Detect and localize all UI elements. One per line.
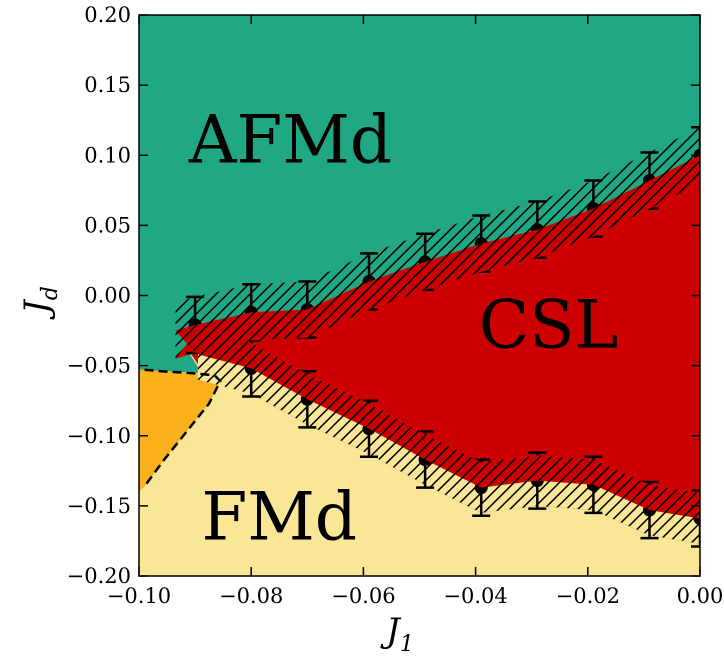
csl-core <box>175 183 700 494</box>
ticks <box>138 14 701 577</box>
y-tick-label: 0.10 <box>84 143 131 167</box>
region-label-fmd: FMd <box>201 479 357 556</box>
afmd-region <box>139 15 700 374</box>
x-axis-label-base: J <box>380 611 402 651</box>
lower-band-red-half-hatch <box>197 329 700 519</box>
y-tick-label: −0.05 <box>67 354 131 378</box>
x-tick-label: −0.08 <box>219 584 283 608</box>
y-axis-label-sub: d <box>38 286 63 300</box>
x-tick-label: 0.00 <box>677 584 724 608</box>
y-tick-label: −0.10 <box>67 424 131 448</box>
region-label-afmd: AFMd <box>188 101 392 178</box>
y-tick-label: 0.15 <box>84 73 131 97</box>
orange-region <box>139 369 221 492</box>
y-tick-label: −0.15 <box>67 494 131 518</box>
x-tick-labels: −0.10 −0.08 −0.06 −0.04 −0.02 0.00 <box>107 584 724 608</box>
y-tick-label: 0.20 <box>84 3 131 27</box>
x-axis-label: J1 <box>380 611 414 656</box>
region-label-csl: CSL <box>479 287 619 364</box>
y-tick-label: 0.00 <box>84 284 131 308</box>
y-axis-label-base: J <box>17 298 57 320</box>
x-tick-label: −0.06 <box>331 584 395 608</box>
x-tick-label: −0.10 <box>107 584 171 608</box>
y-tick-label: −0.20 <box>67 564 131 588</box>
orange-dashed-boundary <box>143 368 222 487</box>
x-tick-label: −0.04 <box>443 584 507 608</box>
upper-band-red-half-hatch <box>175 155 700 353</box>
y-tick-label: 0.05 <box>84 213 131 237</box>
region-labels: AFMd CSL FMd <box>188 101 618 555</box>
y-tick-labels: 0.20 0.15 0.10 0.05 0.00 −0.05 −0.10 −0.15 −0.20 <box>67 3 131 588</box>
x-axis-label-sub: 1 <box>400 632 414 656</box>
y-axis-label: Jd <box>17 286 63 320</box>
x-tick-label: −0.02 <box>556 584 620 608</box>
